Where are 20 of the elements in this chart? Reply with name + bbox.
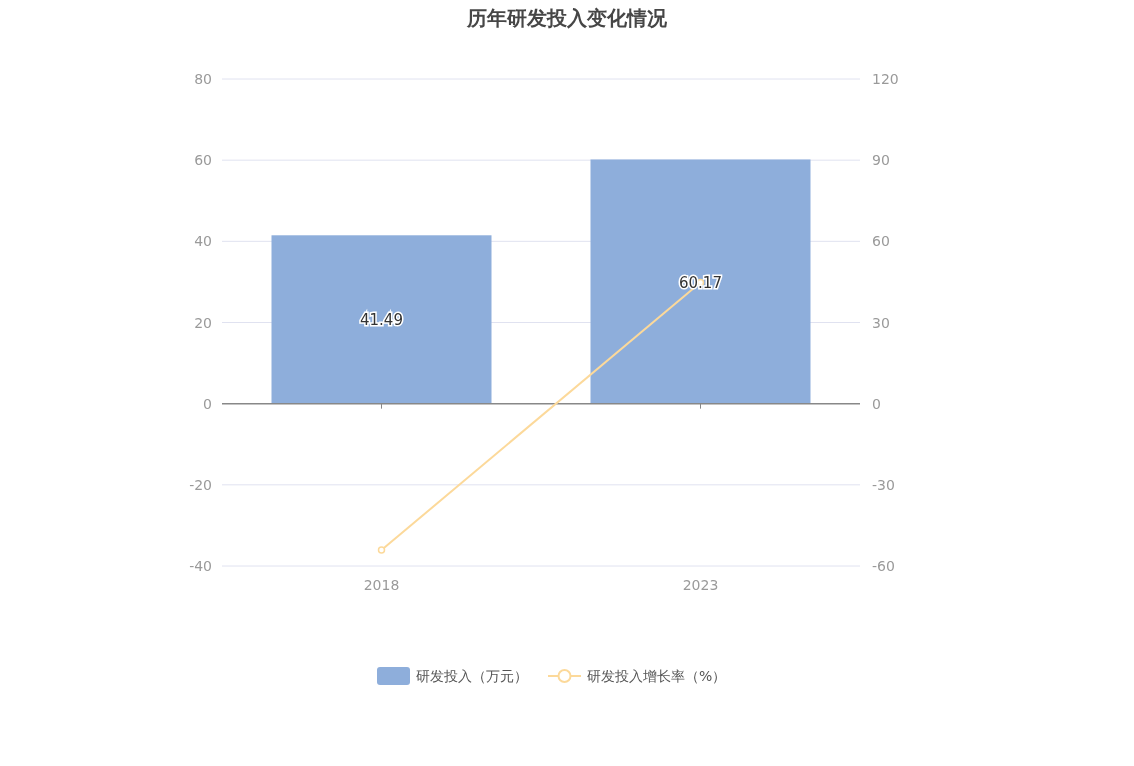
y2-tick-label: -30 [872,476,895,493]
y2-tick-label: 60 [872,233,890,250]
y-tick-label: 20 [194,314,212,331]
y2-tick-label: 90 [872,152,890,169]
legend-label: 研发投入增长率（%） [587,668,727,684]
y2-tick-label: 30 [872,314,890,331]
legend-label: 研发投入（万元） [416,668,528,684]
y-tick-label: -20 [189,476,212,493]
y2-tick-label: 0 [872,395,881,412]
y-tick-label: 60 [194,152,212,169]
data-label: 41.49 [360,311,403,330]
y-tick-label: 80 [194,71,212,87]
x-tick-label: 2023 [682,577,719,593]
y2-tick-label: -60 [872,558,895,574]
chart-title: 历年研发投入变化情况 [466,6,668,30]
y-tick-label: 0 [203,395,212,412]
x-tick-label: 2018 [363,577,400,593]
y-tick-label: 40 [194,233,212,250]
y2-tick-label: 120 [872,71,899,87]
y-tick-label: -40 [189,558,212,574]
